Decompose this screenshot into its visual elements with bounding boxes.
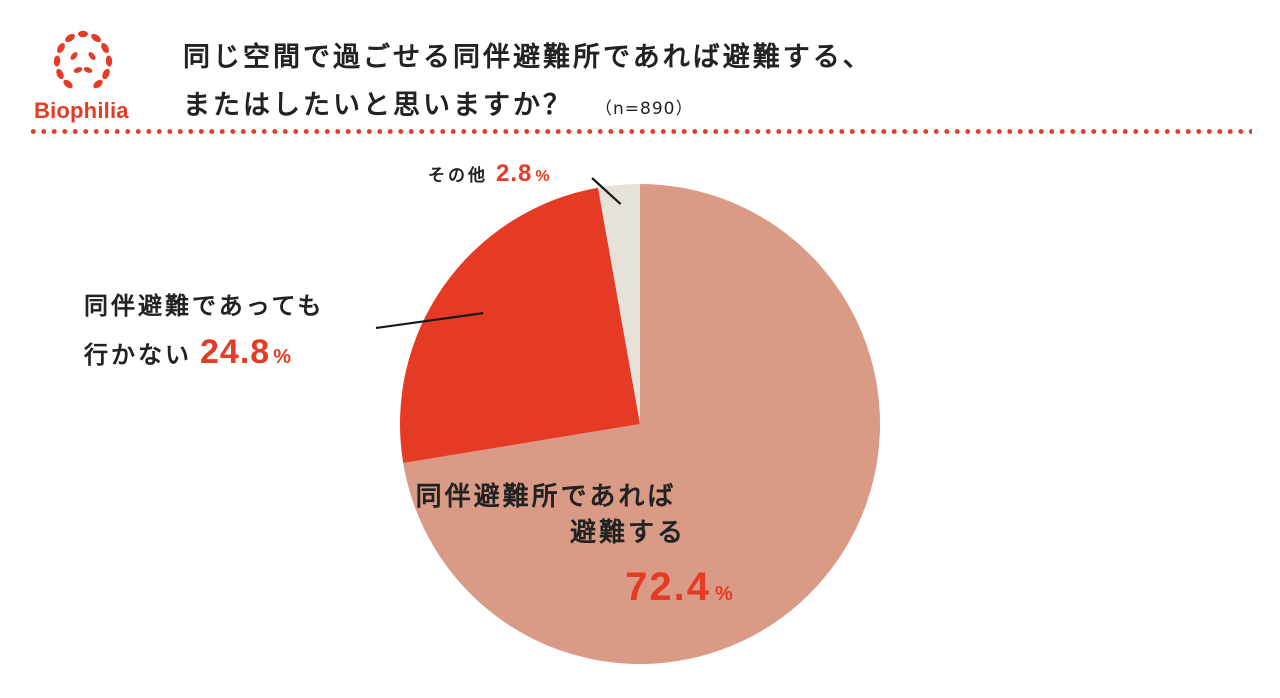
laurel-wreath-icon [53,30,113,89]
chart-title: 同じ空間で過ごせる同伴避難所であれば避難する、 またはしたいと思いますか？ （n=… [183,34,873,133]
slice-3-label-line-1: その他 2.8% [428,160,553,187]
dotted-divider [28,129,1252,134]
brand-name: Biophilia [34,98,129,123]
slice-3-value: 2.8 [496,160,532,187]
slice-3-leader-line [591,177,622,205]
brand-logo: Biophilia [28,26,138,126]
slice-3-unit: % [535,168,552,185]
slice-2-label-line-2: 行かない 24.8% [83,333,294,371]
title-line-2-text: またはしたいと思いますか？ [183,90,573,121]
sample-size: （n=890） [595,99,694,119]
pie-slice-2 [400,187,640,464]
slice-2-label-line-1: 同伴避難であっても [84,292,324,320]
pie-slice-1 [403,184,880,665]
pie-slice-3 [597,184,640,424]
slice-1-label-line-2: 避難する [570,517,686,548]
slice-2-unit: % [273,346,294,368]
slice-2-leader-line [375,312,484,330]
slice-1-value: 72.4% [625,565,735,609]
slice-1-unit: % [715,583,735,605]
slice-2-value: 24.8 [200,333,270,371]
slice-1-label-line-1: 同伴避難所であれば [416,481,677,512]
title-line-1: 同じ空間で過ごせる同伴避難所であれば避難する、 [183,42,873,73]
title-line-2: またはしたいと思いますか？ （n=890） [183,82,873,133]
